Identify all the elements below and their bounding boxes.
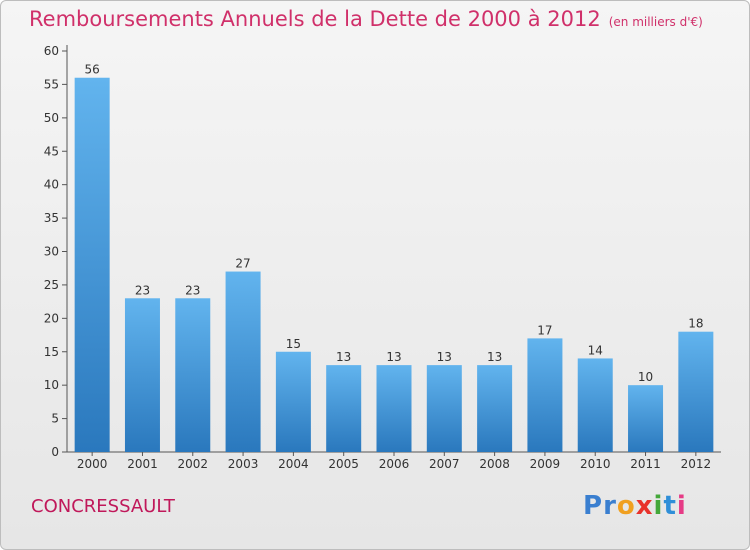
chart-title: Remboursements Annuels de la Dette de 20… — [29, 7, 703, 31]
bar — [577, 358, 613, 452]
x-tick-label: 2008 — [479, 457, 510, 471]
data-label: 23 — [185, 283, 200, 297]
bar — [678, 331, 714, 452]
x-tick-label: 2004 — [278, 457, 309, 471]
bar — [124, 298, 160, 452]
logo-letter: P — [583, 491, 604, 521]
y-tick-label: 20 — [44, 311, 59, 325]
proxiti-logo: Proxiti — [583, 491, 687, 521]
y-tick-label: 35 — [44, 211, 59, 225]
bar — [628, 385, 664, 452]
x-tick-label: 2000 — [77, 457, 108, 471]
chart-subtitle: (en milliers d'€) — [608, 15, 703, 29]
y-tick-label: 0 — [51, 445, 59, 459]
x-tick-label: 2009 — [530, 457, 561, 471]
logo-letter: i — [653, 491, 664, 521]
y-tick-label: 5 — [51, 412, 59, 426]
logo-letter: i — [676, 491, 687, 521]
data-label: 18 — [688, 317, 703, 331]
bar — [527, 338, 563, 452]
x-tick-label: 2010 — [580, 457, 611, 471]
x-tick-label: 2002 — [177, 457, 208, 471]
bar — [326, 365, 362, 452]
data-label: 15 — [286, 337, 301, 351]
data-label: 56 — [85, 63, 100, 77]
data-label: 14 — [588, 343, 603, 357]
x-tick-label: 2011 — [630, 457, 661, 471]
data-label: 27 — [235, 257, 250, 271]
x-tick-label: 2006 — [379, 457, 410, 471]
y-tick-label: 50 — [44, 111, 59, 125]
data-label: 17 — [537, 323, 552, 337]
logo-letter: r — [603, 491, 617, 521]
y-tick-label: 30 — [44, 245, 59, 259]
bar — [225, 271, 261, 452]
data-label: 13 — [336, 350, 351, 364]
data-label: 10 — [638, 370, 653, 384]
data-label: 23 — [135, 283, 150, 297]
bar — [376, 365, 412, 452]
y-tick-label: 15 — [44, 345, 59, 359]
x-tick-label: 2003 — [228, 457, 259, 471]
x-tick-label: 2001 — [127, 457, 158, 471]
commune-name: CONCRESSAULT — [31, 496, 175, 517]
bar — [477, 365, 513, 452]
data-label: 13 — [437, 350, 452, 364]
x-tick-label: 2005 — [328, 457, 359, 471]
logo-letter: t — [663, 491, 677, 521]
bar — [74, 77, 110, 452]
bar — [175, 298, 211, 452]
data-label: 13 — [386, 350, 401, 364]
data-label: 13 — [487, 350, 502, 364]
x-tick-label: 2012 — [681, 457, 712, 471]
logo-letter: x — [635, 491, 654, 521]
y-tick-label: 60 — [44, 44, 59, 58]
y-tick-label: 10 — [44, 378, 59, 392]
bar — [426, 365, 462, 452]
logo-letter: o — [616, 491, 636, 521]
y-tick-label: 55 — [44, 77, 59, 91]
chart-title-text: Remboursements Annuels de la Dette de 20… — [29, 7, 601, 31]
y-tick-label: 45 — [44, 144, 59, 158]
x-tick-label: 2007 — [429, 457, 460, 471]
y-tick-label: 25 — [44, 278, 59, 292]
y-tick-label: 40 — [44, 178, 59, 192]
bar — [275, 351, 311, 452]
